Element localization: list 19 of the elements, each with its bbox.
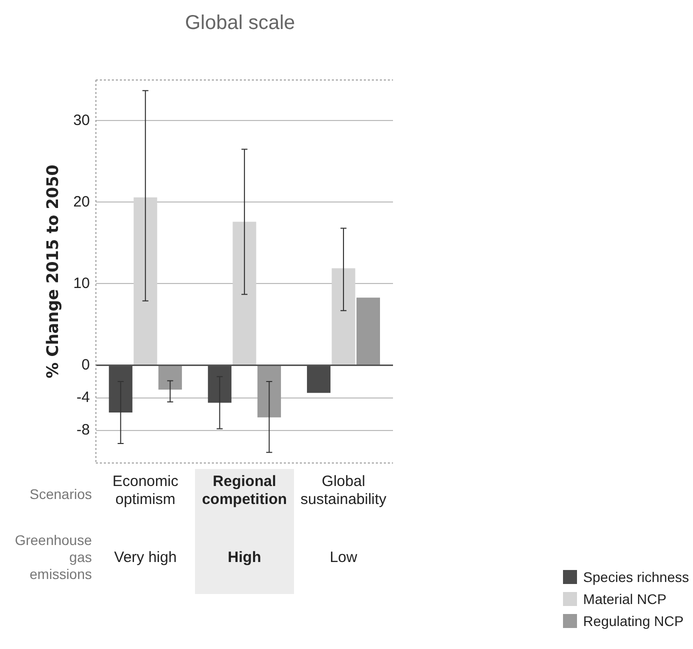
x-tick-label: Regional competition xyxy=(202,473,287,508)
y-axis-title: % Change 2015 to 2050 xyxy=(42,164,62,378)
x-tick-label: Global sustainability xyxy=(300,473,387,508)
y-tick-label: -8 xyxy=(76,422,90,439)
text: Low xyxy=(330,549,358,566)
y-tick-label: -4 xyxy=(76,388,90,406)
text: Very high xyxy=(114,549,177,566)
legend-label: Material NCP xyxy=(583,591,666,607)
y-tick-label: 10 xyxy=(73,274,90,292)
text: Scenarios xyxy=(30,486,92,502)
text: Greenhouse gas emissions xyxy=(14,532,92,582)
chart-title: Global scale xyxy=(184,12,296,35)
legend-label: Regulating NCP xyxy=(583,613,684,629)
y-tick-label: 20 xyxy=(73,193,90,210)
legend-label: Species richness xyxy=(583,569,689,585)
y-tick-label: 30 xyxy=(73,112,90,129)
x-tick-label: Economic optimism xyxy=(112,473,179,508)
text: High xyxy=(228,549,262,566)
y-tick-label: 0 xyxy=(82,356,90,374)
